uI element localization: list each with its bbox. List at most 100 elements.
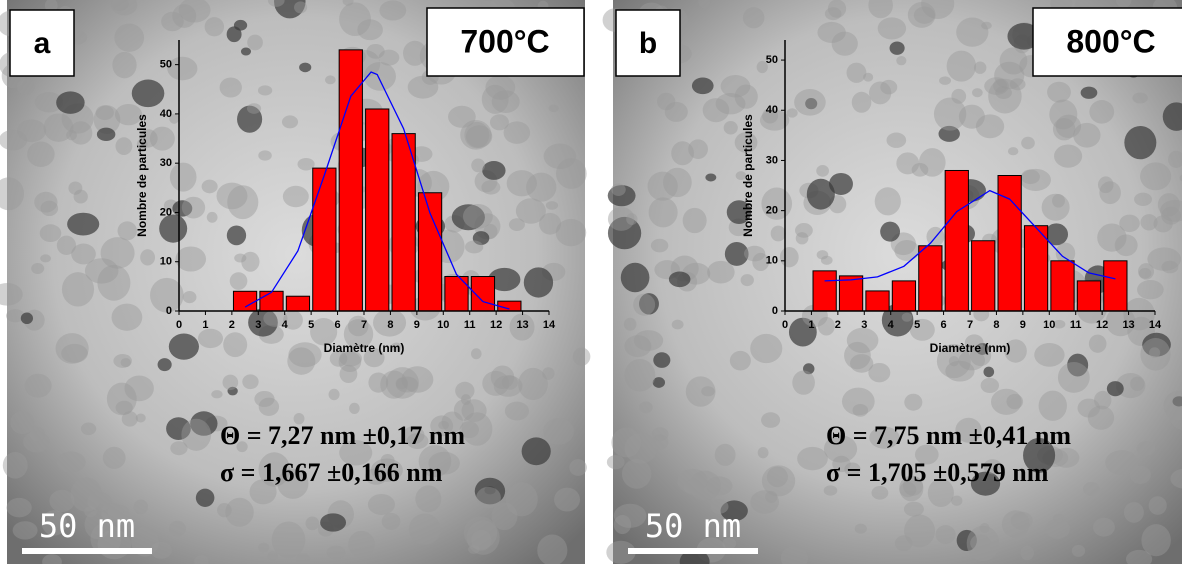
particle bbox=[121, 411, 138, 427]
particle bbox=[981, 21, 992, 30]
particle bbox=[1129, 465, 1151, 484]
particle bbox=[101, 503, 124, 523]
particle bbox=[339, 364, 358, 384]
particle bbox=[96, 127, 116, 141]
particle bbox=[1114, 234, 1138, 257]
particle bbox=[56, 451, 86, 473]
particle bbox=[161, 11, 184, 32]
scale-bar bbox=[628, 548, 758, 554]
particle bbox=[169, 113, 180, 124]
particle bbox=[406, 433, 429, 449]
particle bbox=[111, 303, 143, 331]
particle bbox=[903, 501, 924, 517]
y-tick-label: 40 bbox=[160, 108, 172, 120]
particle bbox=[6, 497, 32, 518]
y-tick-label: 30 bbox=[160, 157, 172, 169]
particle bbox=[894, 240, 920, 261]
particle bbox=[761, 465, 796, 497]
particle bbox=[1092, 517, 1115, 537]
particle bbox=[648, 197, 678, 228]
particle bbox=[723, 121, 738, 135]
particle bbox=[742, 7, 765, 29]
particle bbox=[1067, 353, 1089, 377]
particle bbox=[849, 354, 874, 373]
particle bbox=[1055, 242, 1076, 264]
particle bbox=[1105, 306, 1136, 337]
particle bbox=[734, 84, 758, 109]
particle bbox=[1106, 381, 1124, 397]
x-tick-label: 3 bbox=[861, 319, 867, 331]
particle bbox=[133, 499, 149, 515]
x-tick-label: 12 bbox=[1096, 319, 1108, 331]
particle bbox=[779, 247, 799, 268]
particle bbox=[247, 34, 263, 51]
particle bbox=[381, 512, 401, 530]
particle bbox=[907, 2, 936, 28]
bar bbox=[918, 245, 943, 312]
particle bbox=[294, 1, 308, 14]
particle bbox=[204, 17, 225, 37]
particle bbox=[366, 43, 385, 59]
particle bbox=[881, 303, 914, 337]
particle bbox=[786, 108, 798, 118]
particle bbox=[131, 79, 165, 108]
particle bbox=[724, 241, 749, 266]
particle bbox=[975, 342, 989, 355]
particle bbox=[246, 103, 262, 114]
particle bbox=[339, 350, 362, 367]
particle bbox=[990, 388, 1022, 415]
particle bbox=[1148, 496, 1167, 515]
particle bbox=[543, 418, 574, 445]
bar bbox=[891, 280, 917, 312]
particle bbox=[150, 277, 184, 313]
particle bbox=[488, 267, 521, 292]
particle bbox=[380, 370, 408, 399]
particle bbox=[902, 475, 924, 496]
particle bbox=[851, 91, 872, 113]
particle bbox=[249, 479, 277, 505]
x-tick-label: 0 bbox=[782, 319, 788, 331]
particle bbox=[762, 108, 779, 124]
particle bbox=[766, 466, 788, 488]
particle bbox=[797, 446, 828, 471]
particle bbox=[43, 113, 74, 142]
x-tick-label: 4 bbox=[888, 319, 895, 331]
particle bbox=[395, 376, 419, 393]
particle bbox=[271, 521, 306, 559]
particle bbox=[501, 375, 518, 390]
particle bbox=[167, 56, 198, 81]
particle bbox=[955, 417, 982, 443]
particle bbox=[178, 0, 211, 23]
x-tick-label: 10 bbox=[1043, 319, 1055, 331]
particle bbox=[880, 79, 898, 95]
particle bbox=[138, 129, 158, 148]
particle bbox=[740, 274, 754, 287]
particle bbox=[1119, 214, 1140, 233]
particle bbox=[715, 93, 746, 115]
fit-curve bbox=[824, 189, 1116, 282]
particle bbox=[181, 418, 212, 451]
x-tick-label: 11 bbox=[464, 319, 476, 331]
bar bbox=[971, 240, 996, 312]
particle bbox=[482, 370, 510, 396]
particle bbox=[623, 317, 637, 331]
particle bbox=[946, 50, 977, 82]
particle bbox=[1052, 447, 1080, 468]
particle bbox=[39, 224, 62, 243]
particle bbox=[168, 333, 199, 360]
particle bbox=[1087, 405, 1115, 430]
particle bbox=[6, 309, 25, 323]
particle bbox=[894, 535, 913, 552]
particle bbox=[1172, 396, 1182, 407]
x-tick-label: 8 bbox=[387, 319, 393, 331]
particle bbox=[720, 500, 748, 522]
particle bbox=[305, 516, 320, 531]
particle bbox=[1161, 260, 1179, 274]
particle bbox=[624, 358, 656, 392]
particle bbox=[935, 525, 956, 544]
particle bbox=[17, 119, 47, 143]
particle bbox=[463, 516, 498, 550]
particle bbox=[40, 254, 52, 263]
